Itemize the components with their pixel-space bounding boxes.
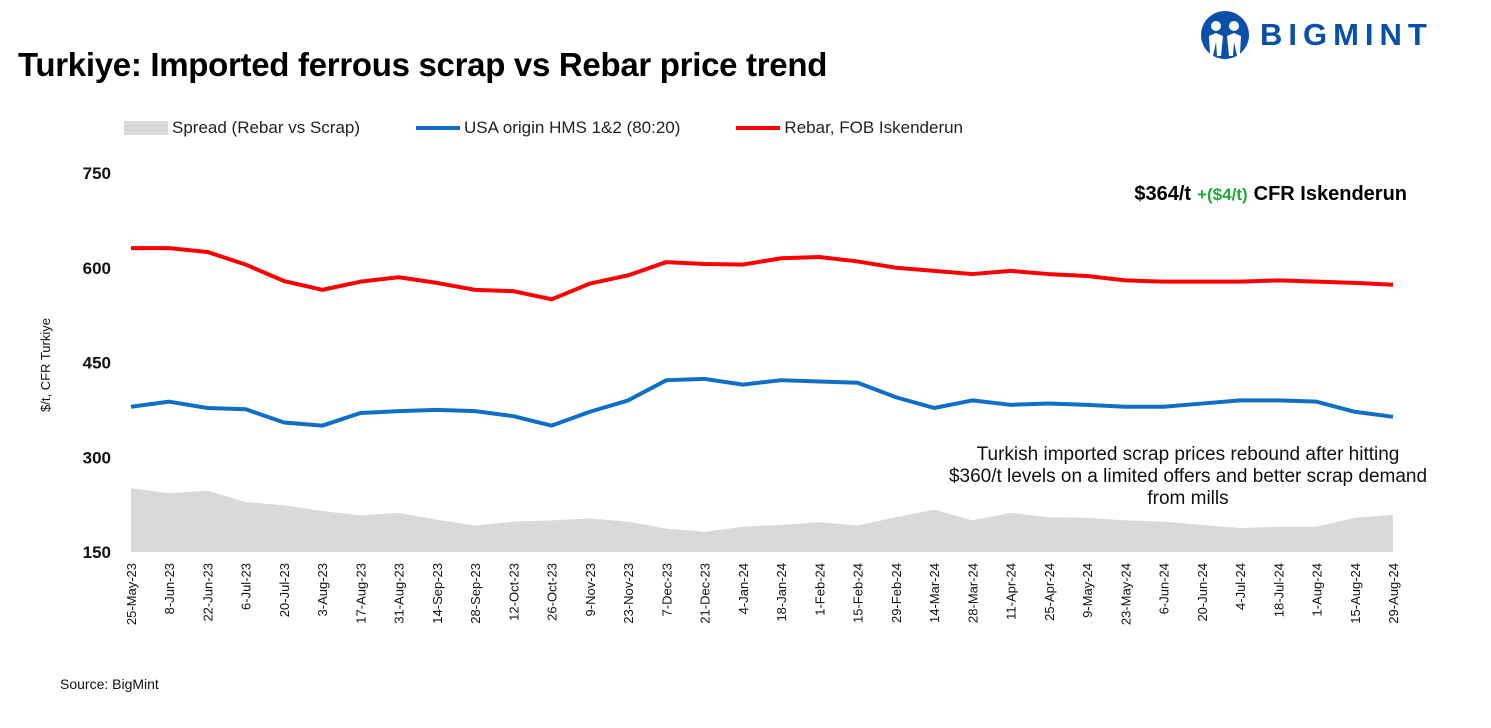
- x-tick-label: 1-Feb-24: [812, 563, 827, 616]
- x-tick-label: 8-Jun-23: [162, 563, 177, 614]
- x-tick-label: 9-Nov-23: [583, 563, 598, 616]
- x-tick-label: 18-Jan-24: [774, 563, 789, 622]
- y-axis-label: $/t, CFR Turkiye: [38, 318, 53, 412]
- x-tick-label: 20-Jul-23: [277, 563, 292, 617]
- spread-area: [131, 488, 1393, 552]
- x-tick-label: 7-Dec-23: [659, 563, 674, 616]
- legend-item-hms: USA origin HMS 1&2 (80:20): [416, 118, 680, 138]
- x-tick-label: 6-Jun-24: [1157, 563, 1172, 614]
- series-line-rebar: [131, 246, 1394, 302]
- x-tick-label: 3-Aug-23: [315, 563, 330, 616]
- x-tick-label: 4-Jan-24: [736, 563, 751, 614]
- price-basis: CFR Iskenderun: [1253, 183, 1407, 205]
- price-change: +($4/t): [1197, 185, 1248, 204]
- x-tick-label: 21-Dec-23: [698, 563, 713, 624]
- x-tick-label: 20-Jun-24: [1195, 563, 1210, 622]
- x-tick-label: 26-Oct-23: [545, 563, 560, 621]
- x-tick-label: 14-Mar-24: [927, 563, 942, 623]
- price-callout: $364/t +($4/t) CFR Iskenderun: [1134, 183, 1407, 206]
- x-tick-label: 6-Jul-23: [239, 563, 254, 610]
- legend: Spread (Rebar vs Scrap) USA origin HMS 1…: [124, 118, 1019, 138]
- y-tick-label: 600: [83, 259, 111, 278]
- x-tick-label: 18-Jul-24: [1271, 563, 1286, 617]
- x-tick-label: 23-Nov-23: [621, 563, 636, 624]
- x-tick-label: 17-Aug-23: [353, 563, 368, 624]
- x-tick-label: 25-May-23: [124, 563, 139, 625]
- x-tick-label: 4-Jul-24: [1233, 563, 1248, 610]
- bigmint-logo: BIGMINT: [1200, 10, 1433, 60]
- x-tick-label: 29-Feb-24: [889, 563, 904, 623]
- x-tick-label: 28-Mar-24: [965, 563, 980, 623]
- x-tick-label: 25-Apr-24: [1042, 563, 1057, 621]
- chart-annotation: Turkish imported scrap prices rebound af…: [948, 444, 1428, 509]
- x-tick-label: 15-Feb-24: [851, 563, 866, 623]
- legend-label: USA origin HMS 1&2 (80:20): [464, 118, 681, 137]
- x-tick-label: 1-Aug-24: [1310, 563, 1325, 616]
- legend-item-rebar: Rebar, FOB Iskenderun: [736, 118, 963, 138]
- x-tick-label: 22-Jun-23: [200, 563, 215, 622]
- x-tick-label: 28-Sep-23: [468, 563, 483, 624]
- logo-text: BIGMINT: [1260, 17, 1433, 52]
- x-tick-label: 9-May-24: [1080, 563, 1095, 618]
- y-tick-label: 150: [83, 543, 111, 562]
- legend-label: Spread (Rebar vs Scrap): [172, 118, 361, 137]
- x-tick-label: 12-Oct-23: [506, 563, 521, 621]
- series-line-hms: [130, 376, 1394, 428]
- x-tick-label: 29-Aug-24: [1386, 563, 1401, 624]
- x-tick-label: 15-Aug-24: [1348, 563, 1363, 624]
- x-tick-label: 14-Sep-23: [430, 563, 445, 624]
- source-note: Source: BigMint: [60, 676, 159, 692]
- y-tick-label: 750: [83, 164, 111, 183]
- y-tick-label: 300: [83, 448, 111, 467]
- legend-label: Rebar, FOB Iskenderun: [784, 118, 964, 137]
- x-tick-label: 11-Apr-24: [1004, 563, 1019, 620]
- logo-icon: [1201, 11, 1249, 59]
- legend-item-spread: Spread (Rebar vs Scrap): [124, 118, 360, 138]
- x-tick-label: 31-Aug-23: [392, 563, 407, 624]
- x-tick-label: 23-May-24: [1118, 563, 1133, 625]
- latest-price: $364/t: [1134, 183, 1192, 205]
- chart-title: Turkiye: Imported ferrous scrap vs Rebar…: [18, 46, 828, 83]
- y-tick-label: 450: [83, 354, 111, 373]
